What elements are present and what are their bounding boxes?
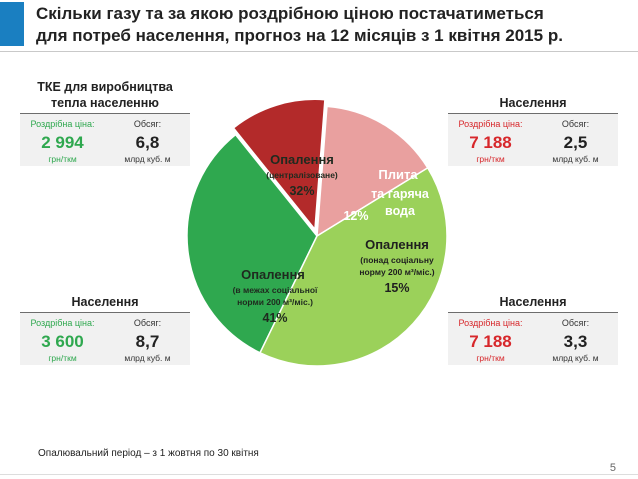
price-unit: грн/ткм: [48, 353, 77, 363]
card-population-bottom-left: Населення Роздрібна ціна: 3 600 грн/ткм …: [20, 294, 190, 365]
slice-label-4-sub-1: (в межах соціальної: [233, 285, 318, 295]
title-accent-bar: [0, 2, 24, 46]
slice-label-4-name: Опалення: [241, 267, 305, 282]
card-divider: [448, 113, 618, 114]
slice-label-3-sub-2: норму 200 м³/міс.): [359, 267, 434, 277]
card-title: Населення: [499, 96, 567, 110]
card-title: Населення: [71, 295, 139, 309]
slice-label-2-line-2: та гаряча: [371, 187, 430, 201]
pie-slice-2: [232, 98, 326, 232]
card-title: ТКЕ для виробництва тепла населенню: [20, 79, 190, 111]
price-column: Роздрібна ціна: 7 188 грн/ткм: [448, 114, 533, 166]
price-column: Роздрібна ціна: 7 188 грн/ткм: [448, 313, 533, 365]
price-value: 3 600: [41, 332, 84, 351]
slice-label-2-line-3: вода: [385, 204, 416, 218]
volume-column: Обсяг: 3,3 млрд куб. м: [533, 313, 618, 365]
page-number: 5: [609, 462, 616, 474]
card-population-bottom-right: Населення Роздрібна ціна: 7 188 грн/ткм …: [448, 294, 618, 365]
price-unit: грн/ткм: [476, 353, 505, 363]
slice-label-3-name: Опалення: [365, 237, 429, 252]
card-body: Роздрібна ціна: 7 188 грн/ткм Обсяг: 3,3…: [448, 313, 618, 365]
slice-label-1-sub: (централізоване): [266, 170, 338, 180]
page-title-line-1: Скільки газу та за якою роздрібною ціною…: [36, 4, 544, 23]
slice-label-3-value: 15%: [384, 281, 409, 295]
card-body: Роздрібна ціна: 2 994 грн/ткм Обсяг: 6,8…: [20, 114, 190, 166]
slice-label-2-line-1: Плита: [378, 167, 418, 182]
price-value: 7 188: [469, 332, 512, 351]
volume-unit: млрд куб. м: [552, 154, 599, 164]
volume-column: Обсяг: 2,5 млрд куб. м: [533, 114, 618, 166]
price-column: Роздрібна ціна: 2 994 грн/ткм: [20, 114, 105, 166]
volume-label: Обсяг:: [133, 318, 162, 328]
volume-column: Обсяг: 6,8 млрд куб. м: [105, 114, 190, 166]
card-body: Роздрібна ціна: 3 600 грн/ткм Обсяг: 8,7…: [20, 313, 190, 365]
title-divider: [0, 51, 638, 52]
price-column: Роздрібна ціна: 3 600 грн/ткм: [20, 313, 105, 365]
card-divider: [448, 312, 618, 313]
price-unit: грн/ткм: [48, 154, 77, 164]
volume-label: Обсяг:: [561, 119, 590, 129]
pie-slice-3: [316, 105, 429, 238]
price-value: 7 188: [469, 133, 512, 152]
price-value: 2 994: [41, 133, 84, 152]
volume-value: 3,3: [563, 332, 588, 351]
volume-value: 2,5: [563, 133, 588, 152]
title-bar: Скільки газу та за якою роздрібною ціною…: [0, 0, 638, 50]
price-label: Роздрібна ціна:: [458, 119, 523, 129]
volume-unit: млрд куб. м: [124, 353, 171, 363]
price-label: Роздрібна ціна:: [30, 119, 95, 129]
card-divider: [20, 312, 190, 313]
card-population-top-right: Населення Роздрібна ціна: 7 188 грн/ткм …: [448, 95, 618, 166]
slice-label-1-name: Опалення: [270, 152, 334, 167]
footnote-heating-period: Опалювальний період – з 1 жовтня по 30 к…: [38, 448, 259, 459]
pie-slice-1: [186, 133, 318, 354]
footer-divider: [0, 474, 638, 475]
volume-value: 8,7: [135, 332, 160, 351]
card-divider: [20, 113, 190, 114]
page-title: Скільки газу та за якою роздрібною ціною…: [36, 3, 636, 47]
slice-label-2-value: 12%: [343, 209, 368, 223]
volume-unit: млрд куб. м: [552, 353, 599, 363]
card-body: Роздрібна ціна: 7 188 грн/ткм Обсяг: 2,5…: [448, 114, 618, 166]
card-tke: ТКЕ для виробництва тепла населенню Розд…: [20, 79, 190, 166]
price-unit: грн/ткм: [476, 154, 505, 164]
volume-unit: млрд куб. м: [124, 154, 171, 164]
card-title-line-2: тепла населенню: [51, 96, 159, 110]
volume-value: 6,8: [135, 133, 160, 152]
price-label: Роздрібна ціна:: [30, 318, 95, 328]
page-title-line-2: для потреб населення, прогноз на 12 міся…: [36, 26, 563, 45]
slice-label-4-sub-2: норми 200 м³/міс.): [237, 297, 313, 307]
price-label: Роздрібна ціна:: [458, 318, 523, 328]
pie-slice-4: [259, 166, 448, 367]
card-title-line-1: ТКЕ для виробництва: [37, 80, 173, 94]
slice-label-3-sub-1: (понад соціальну: [360, 255, 434, 265]
slice-label-1-value: 32%: [289, 184, 314, 198]
volume-label: Обсяг:: [133, 119, 162, 129]
volume-column: Обсяг: 8,7 млрд куб. м: [105, 313, 190, 365]
card-title: Населення: [499, 295, 567, 309]
slice-label-4-value: 41%: [262, 311, 287, 325]
volume-label: Обсяг:: [561, 318, 590, 328]
